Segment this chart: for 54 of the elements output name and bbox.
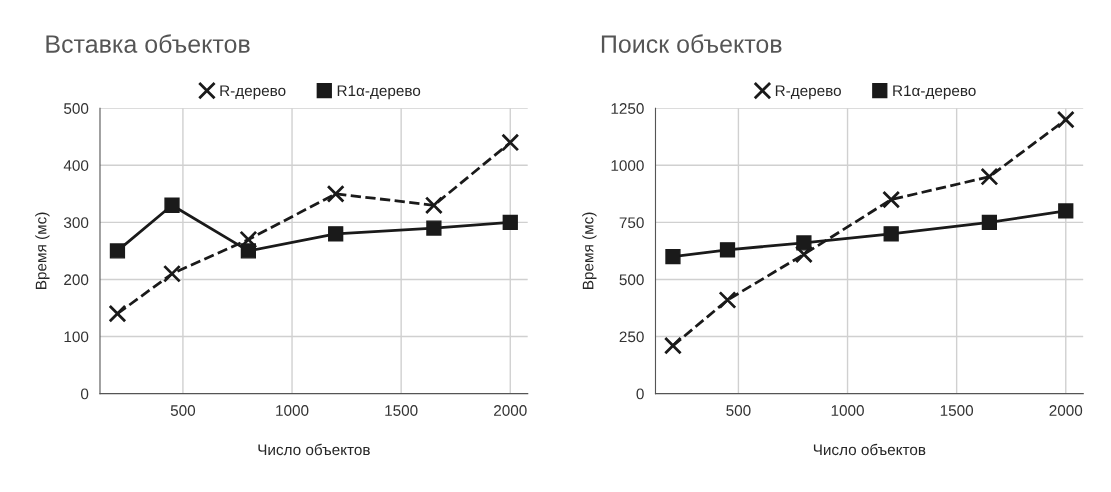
point	[981, 214, 998, 231]
x-axis-title: Число объектов	[813, 443, 926, 456]
legend-label: R-дерево	[775, 85, 841, 100]
x-tick-label: 1000	[831, 405, 864, 416]
y-tick-label: 750	[619, 217, 644, 229]
point	[796, 235, 812, 251]
point	[883, 226, 899, 242]
point	[109, 243, 126, 259]
y-tick-label: 200	[64, 274, 89, 286]
legend-label: R1α-дерево	[893, 85, 976, 100]
point	[980, 167, 999, 186]
y-tick-label: 1000	[611, 160, 644, 171]
legend-label: R-дерево	[220, 85, 286, 100]
y-tick-label: 500	[64, 103, 89, 114]
chart-title: Вставка объектов	[46, 34, 250, 53]
point	[239, 230, 258, 249]
point	[718, 290, 737, 310]
y-tick-label: 300	[63, 217, 89, 229]
chart-title: Поиск объектов	[601, 34, 782, 53]
x-tick-label: 1500	[940, 405, 974, 416]
x-tick-label: 2000	[494, 405, 527, 416]
legend-label: R1α-дерево	[337, 85, 421, 100]
x-tick-label: 1000	[276, 405, 309, 416]
point	[794, 245, 813, 264]
y-tick-label: 1250	[611, 103, 644, 114]
point	[502, 214, 518, 231]
point	[665, 248, 681, 265]
y-tick-label: 100	[64, 331, 89, 343]
x-tick-label: 500	[726, 405, 751, 416]
y-tick-label: 400	[63, 160, 89, 171]
y-axis-title: Время (мс)	[582, 212, 597, 289]
point	[108, 304, 127, 323]
point	[426, 220, 442, 236]
x-tick-label: 1500	[385, 405, 418, 416]
y-tick-label: 250	[619, 331, 644, 343]
y-tick-label: 0	[636, 388, 644, 400]
point	[164, 197, 180, 213]
point	[663, 336, 682, 355]
x-tick-label: 2000	[1049, 405, 1083, 416]
point	[882, 190, 901, 209]
y-axis-title: Время (мс)	[35, 212, 50, 289]
point	[326, 184, 345, 203]
point	[1058, 203, 1074, 219]
x-tick-label: 500	[170, 405, 196, 416]
point	[424, 196, 443, 215]
x-axis-title: Число объектов	[258, 443, 370, 456]
point	[328, 226, 344, 242]
y-tick-label: 500	[619, 274, 644, 286]
point	[719, 242, 736, 258]
point	[501, 133, 520, 152]
point	[1056, 110, 1075, 129]
y-tick-label: 0	[80, 388, 89, 400]
point	[162, 264, 182, 283]
point	[240, 243, 257, 259]
